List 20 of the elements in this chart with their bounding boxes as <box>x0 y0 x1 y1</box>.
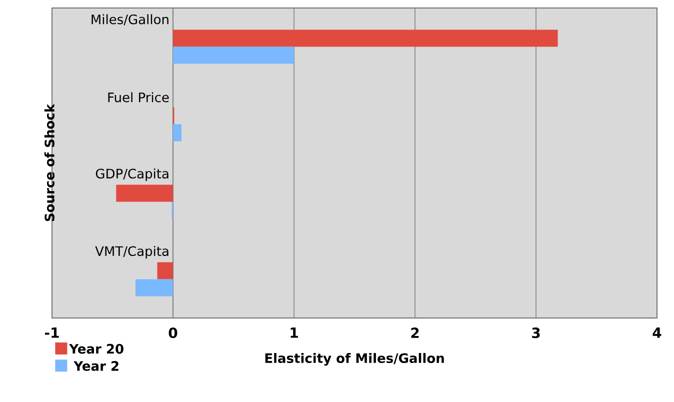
y-tick-label: GDP/Capita <box>96 168 168 182</box>
x-tick-label: 4 <box>652 328 662 338</box>
y-axis-title: Source of Shock <box>44 104 54 222</box>
y-tick-label: VMT/Capita <box>95 246 168 259</box>
y-tick-label: Miles/Gallon <box>92 14 168 26</box>
bar <box>173 124 182 142</box>
x-tick-label: 1 <box>290 328 298 338</box>
x-tick-label: -1 <box>44 328 59 338</box>
bar <box>135 279 174 296</box>
x-axis-title: Elasticity of Miles/Gallon <box>265 352 444 366</box>
y-tick-label: Fuel Price <box>108 92 169 102</box>
legend-label: Year 20 <box>69 344 124 354</box>
bar <box>173 30 558 47</box>
legend-label: Year 2 <box>74 361 118 371</box>
bar <box>157 262 174 280</box>
bar <box>116 184 174 202</box>
x-tick-label: 0 <box>168 328 178 338</box>
x-tick-label: 2 <box>411 328 419 338</box>
bar <box>173 46 294 64</box>
x-tick-label: 3 <box>532 328 540 338</box>
